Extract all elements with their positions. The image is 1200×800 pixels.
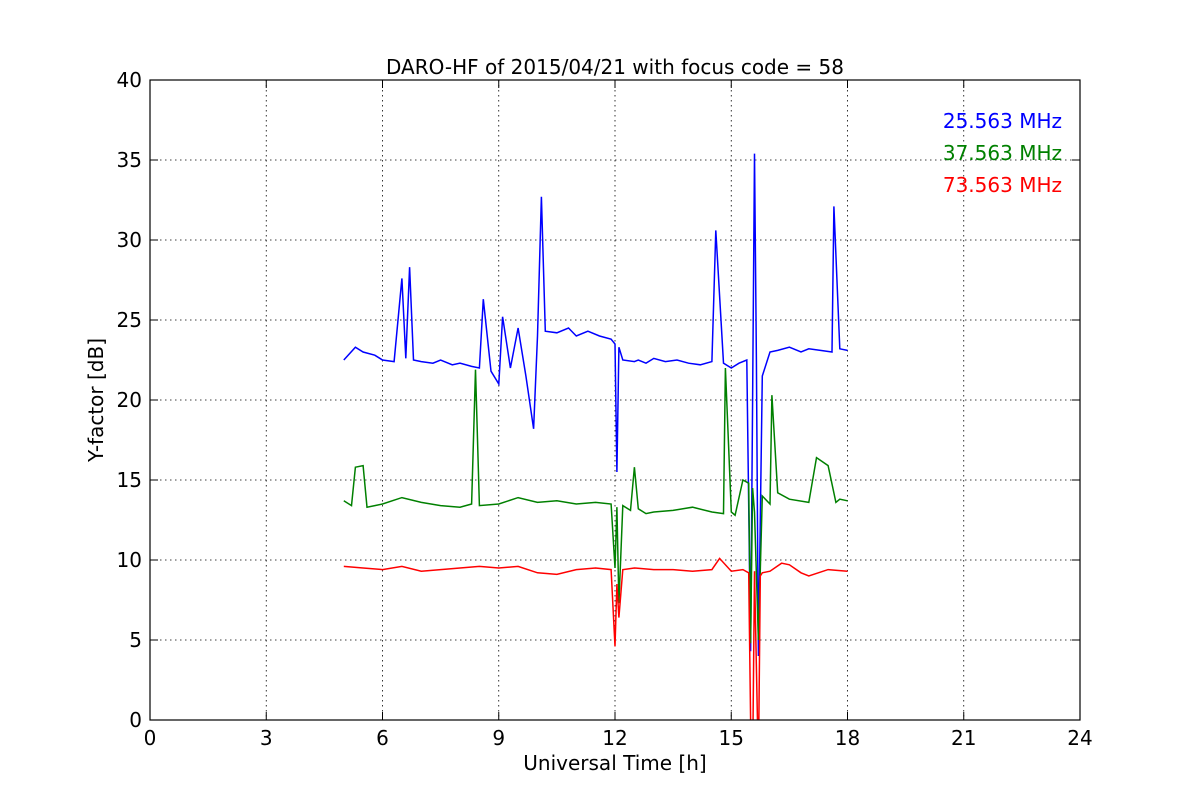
y-axis-label: Y-factor [dB]	[84, 338, 108, 463]
y-tick-label: 15	[117, 468, 142, 492]
series-line-2	[343, 367, 848, 644]
x-tick-label: 15	[719, 726, 744, 750]
y-tick-label: 40	[117, 68, 142, 92]
y-tick-label: 0	[129, 708, 142, 732]
series-line-3	[343, 557, 848, 720]
x-axis-label: Universal Time [h]	[523, 751, 706, 775]
y-tick-label: 10	[117, 548, 142, 572]
y-tick-label: 20	[117, 388, 142, 412]
x-tick-label: 12	[602, 726, 627, 750]
y-tick-label: 30	[117, 228, 142, 252]
x-tick-label: 0	[144, 726, 157, 750]
x-tick-label: 9	[492, 726, 505, 750]
y-tick-label: 25	[117, 308, 142, 332]
x-tick-label: 6	[376, 726, 389, 750]
chart-title: DARO-HF of 2015/04/21 with focus code = …	[386, 55, 844, 79]
x-tick-label: 3	[260, 726, 273, 750]
x-tick-label: 24	[1067, 726, 1092, 750]
legend-entry-3: 73.563 MHz	[943, 173, 1062, 197]
x-tick-label: 18	[835, 726, 860, 750]
legend-entry-1: 25.563 MHz	[943, 109, 1062, 133]
x-tick-label: 21	[951, 726, 976, 750]
legend-entry-2: 37.563 MHz	[943, 141, 1062, 165]
y-tick-label: 5	[129, 628, 142, 652]
y-tick-label: 35	[117, 148, 142, 172]
